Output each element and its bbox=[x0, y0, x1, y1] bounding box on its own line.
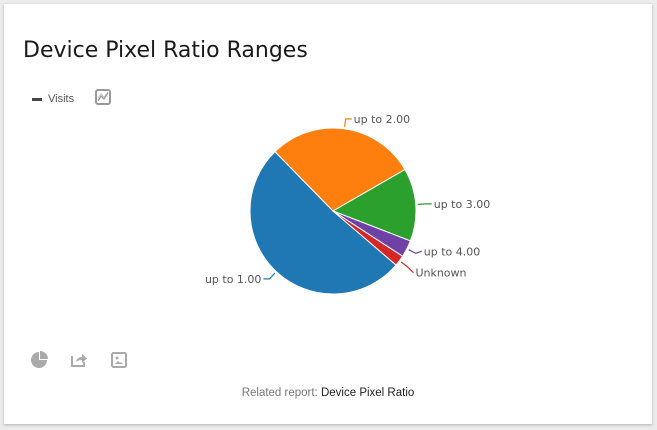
label-connector bbox=[417, 203, 432, 206]
slice-label: up to 1.00 bbox=[205, 273, 261, 286]
label-connector bbox=[408, 249, 422, 255]
legend-item-visits[interactable]: Visits bbox=[32, 93, 74, 105]
pie-chart-icon[interactable] bbox=[30, 351, 48, 369]
legend-swatch bbox=[32, 97, 42, 101]
related-report-link[interactable]: Device Pixel Ratio bbox=[320, 387, 415, 399]
footer-toolbar bbox=[30, 351, 128, 369]
related-report-label: Related report: bbox=[241, 387, 318, 399]
related-report: Related report: Device Pixel Ratio bbox=[4, 387, 652, 399]
line-chart-icon[interactable] bbox=[95, 89, 111, 105]
pie-slice[interactable] bbox=[249, 150, 397, 295]
pie-slice[interactable] bbox=[331, 168, 417, 242]
widget-card: Device Pixel Ratio Ranges Visits up to 1… bbox=[4, 4, 652, 424]
widget-title: Device Pixel Ratio Ranges bbox=[23, 38, 308, 63]
slice-label: Unknown bbox=[415, 267, 466, 280]
label-connector bbox=[344, 118, 352, 127]
label-connector bbox=[263, 272, 276, 280]
pie-chart[interactable]: up to 1.00 up to 2.00 up to 3.00 up to 4.00… bbox=[4, 4, 652, 344]
slice-label: up to 3.00 bbox=[434, 198, 490, 211]
image-icon[interactable] bbox=[110, 351, 128, 369]
export-icon[interactable] bbox=[70, 351, 88, 369]
slice-label: up to 4.00 bbox=[424, 245, 480, 258]
label-connector bbox=[400, 261, 414, 274]
pie-slice[interactable] bbox=[332, 210, 404, 266]
pie-slice[interactable] bbox=[274, 127, 406, 212]
slice-label: up to 2.00 bbox=[354, 113, 410, 126]
legend-label: Visits bbox=[48, 93, 75, 105]
